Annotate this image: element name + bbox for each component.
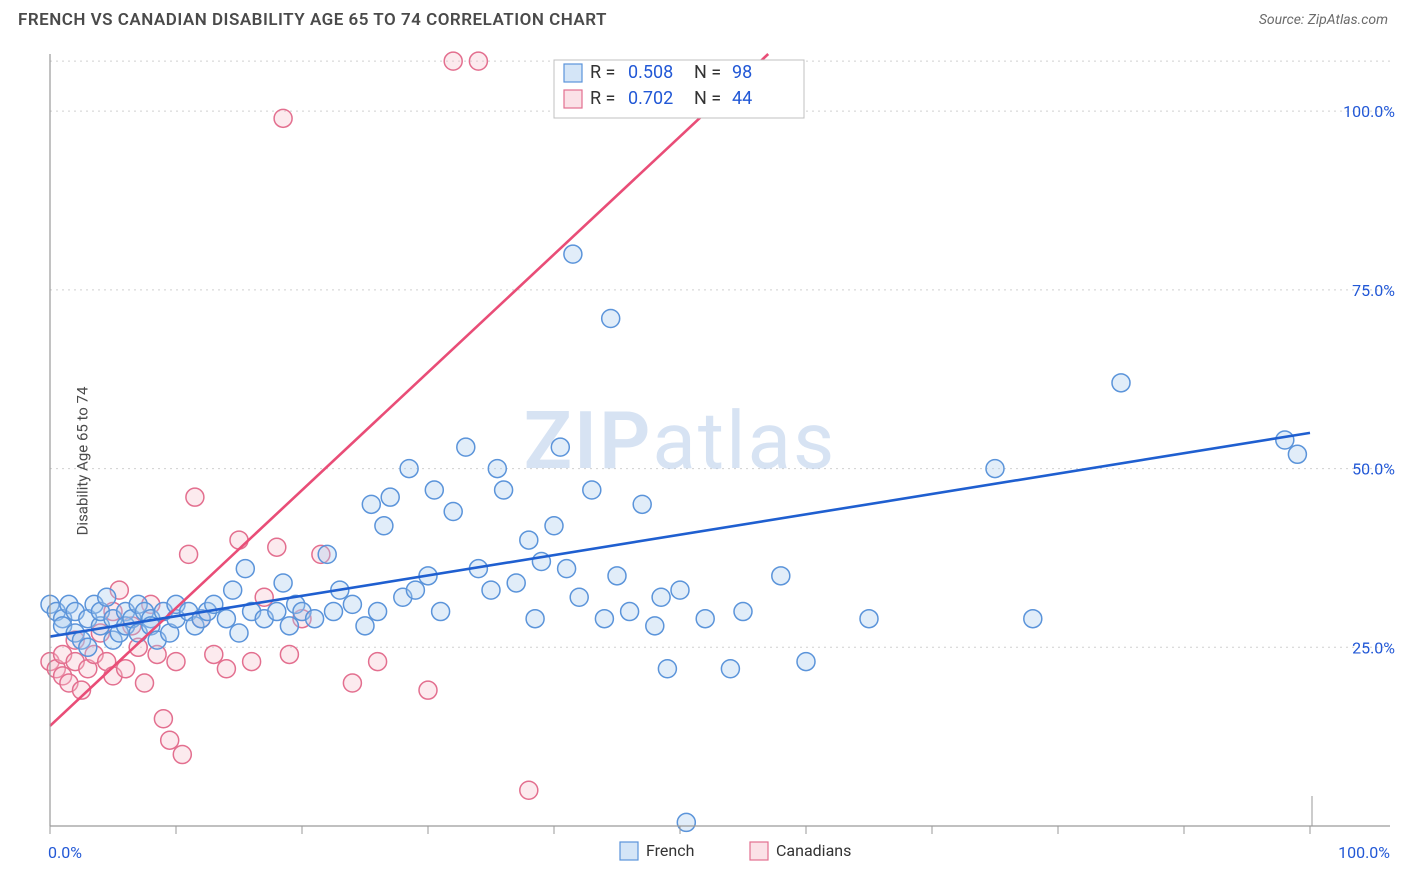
svg-text:N =: N = <box>694 88 721 109</box>
svg-text:44: 44 <box>732 88 752 109</box>
scatter-chart: ZIPatlas 0.0% 100.0% 25.0% 50.0% 75.0% 100.0% R… <box>0 36 1406 886</box>
svg-text:25.0%: 25.0% <box>1352 638 1395 657</box>
y-axis-label: Disability Age 65 to 74 <box>73 387 91 536</box>
chart-area: Disability Age 65 to 74 ZIPatlas 0.0% 100.… <box>0 36 1406 886</box>
svg-text:French: French <box>646 841 694 860</box>
svg-text:75.0%: 75.0% <box>1352 281 1395 300</box>
svg-text:R =: R = <box>590 62 615 83</box>
svg-text:ZIPatlas: ZIPatlas <box>524 394 837 488</box>
svg-text:N =: N = <box>694 62 721 83</box>
chart-title: FRENCH VS CANADIAN DISABILITY AGE 65 TO … <box>18 10 607 30</box>
svg-text:50.0%: 50.0% <box>1352 460 1395 479</box>
svg-text:100.0%: 100.0% <box>1343 102 1395 121</box>
svg-text:0.0%: 0.0% <box>48 843 82 862</box>
svg-text:0.702: 0.702 <box>628 88 673 109</box>
svg-text:100.0%: 100.0% <box>1338 843 1390 862</box>
svg-text:R =: R = <box>590 88 615 109</box>
svg-text:Canadians: Canadians <box>776 841 851 860</box>
svg-text:0.508: 0.508 <box>628 62 673 83</box>
source-label: Source: ZipAtlas.com <box>1259 12 1388 28</box>
svg-text:98: 98 <box>732 62 752 83</box>
